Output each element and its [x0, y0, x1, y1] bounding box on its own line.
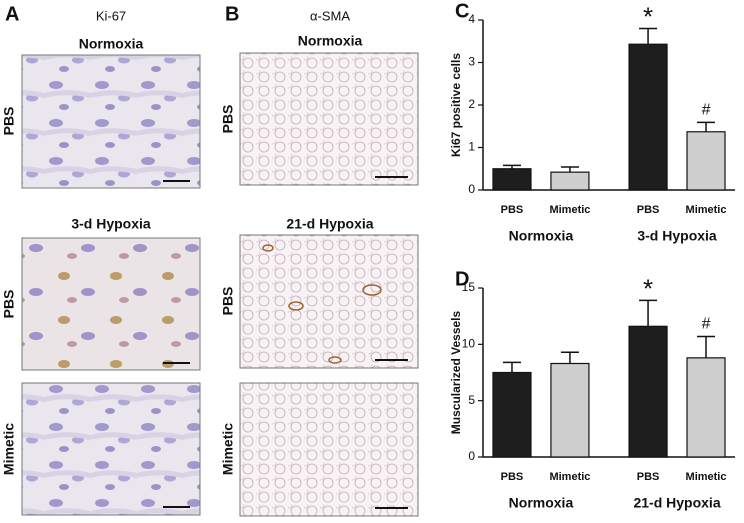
x-tick-label: Mimetic	[549, 204, 590, 216]
bar	[628, 325, 668, 458]
panel-label: B	[225, 3, 239, 25]
section-title: Normoxia	[298, 33, 363, 49]
stain-label: α-SMA	[310, 8, 350, 23]
vessel-stain	[262, 244, 382, 364]
y-tick-label: 2	[468, 97, 475, 111]
micrograph	[21, 54, 201, 189]
x-tick-label: Mimetic	[549, 471, 590, 483]
y-tick-label: 10	[462, 337, 476, 351]
row-label: Mimetic	[1, 423, 17, 475]
significance-mark: *	[643, 273, 653, 303]
bar	[628, 43, 668, 191]
y-tick-label: 5	[468, 393, 475, 407]
y-tick-label: 4	[468, 12, 475, 26]
micrograph	[239, 382, 419, 517]
group-label: Normoxia	[509, 495, 574, 511]
section-title: 21-d Hypoxia	[286, 216, 373, 232]
row-label: PBS	[1, 107, 17, 136]
row-label: Mimetic	[220, 423, 236, 475]
group-label: 3-d Hypoxia	[637, 228, 717, 244]
row-label: PBS	[220, 287, 236, 316]
micrograph	[239, 234, 419, 369]
panel-label: A	[5, 3, 19, 25]
x-tick-label: Mimetic	[686, 204, 727, 216]
bar	[492, 371, 532, 458]
panel-label: D	[455, 268, 469, 290]
significance-mark: #	[702, 102, 711, 119]
group-label: Normoxia	[509, 228, 574, 244]
significance-mark: #	[702, 316, 711, 333]
section-title: Normoxia	[79, 36, 144, 52]
y-tick-label: 15	[462, 280, 476, 294]
stain-label: Ki-67	[96, 8, 126, 23]
row-label: PBS	[1, 290, 17, 319]
x-tick-label: PBS	[637, 471, 660, 483]
y-tick-label: 0	[468, 449, 475, 463]
y-axis-label: Muscularized Vessels	[449, 310, 463, 434]
x-tick-label: PBS	[501, 471, 524, 483]
x-tick-label: PBS	[637, 204, 660, 216]
bar	[686, 131, 726, 191]
y-tick-label: 0	[468, 182, 475, 196]
panel-label: C	[455, 0, 469, 22]
bar	[492, 168, 532, 191]
x-tick-label: PBS	[501, 204, 524, 216]
group-label: 21-d Hypoxia	[633, 495, 720, 511]
significance-mark: *	[643, 1, 653, 31]
micrograph	[21, 382, 201, 516]
bar	[686, 357, 726, 458]
micrograph	[239, 52, 419, 186]
y-tick-label: 1	[468, 140, 475, 154]
micrograph	[21, 237, 201, 371]
x-tick-label: Mimetic	[686, 471, 727, 483]
bar	[550, 362, 590, 458]
y-tick-label: 3	[468, 55, 475, 69]
section-title: 3-d Hypoxia	[71, 216, 151, 232]
bar	[550, 171, 590, 191]
y-axis-label: Ki67 positive cells	[449, 53, 463, 157]
row-label: PBS	[220, 105, 236, 134]
